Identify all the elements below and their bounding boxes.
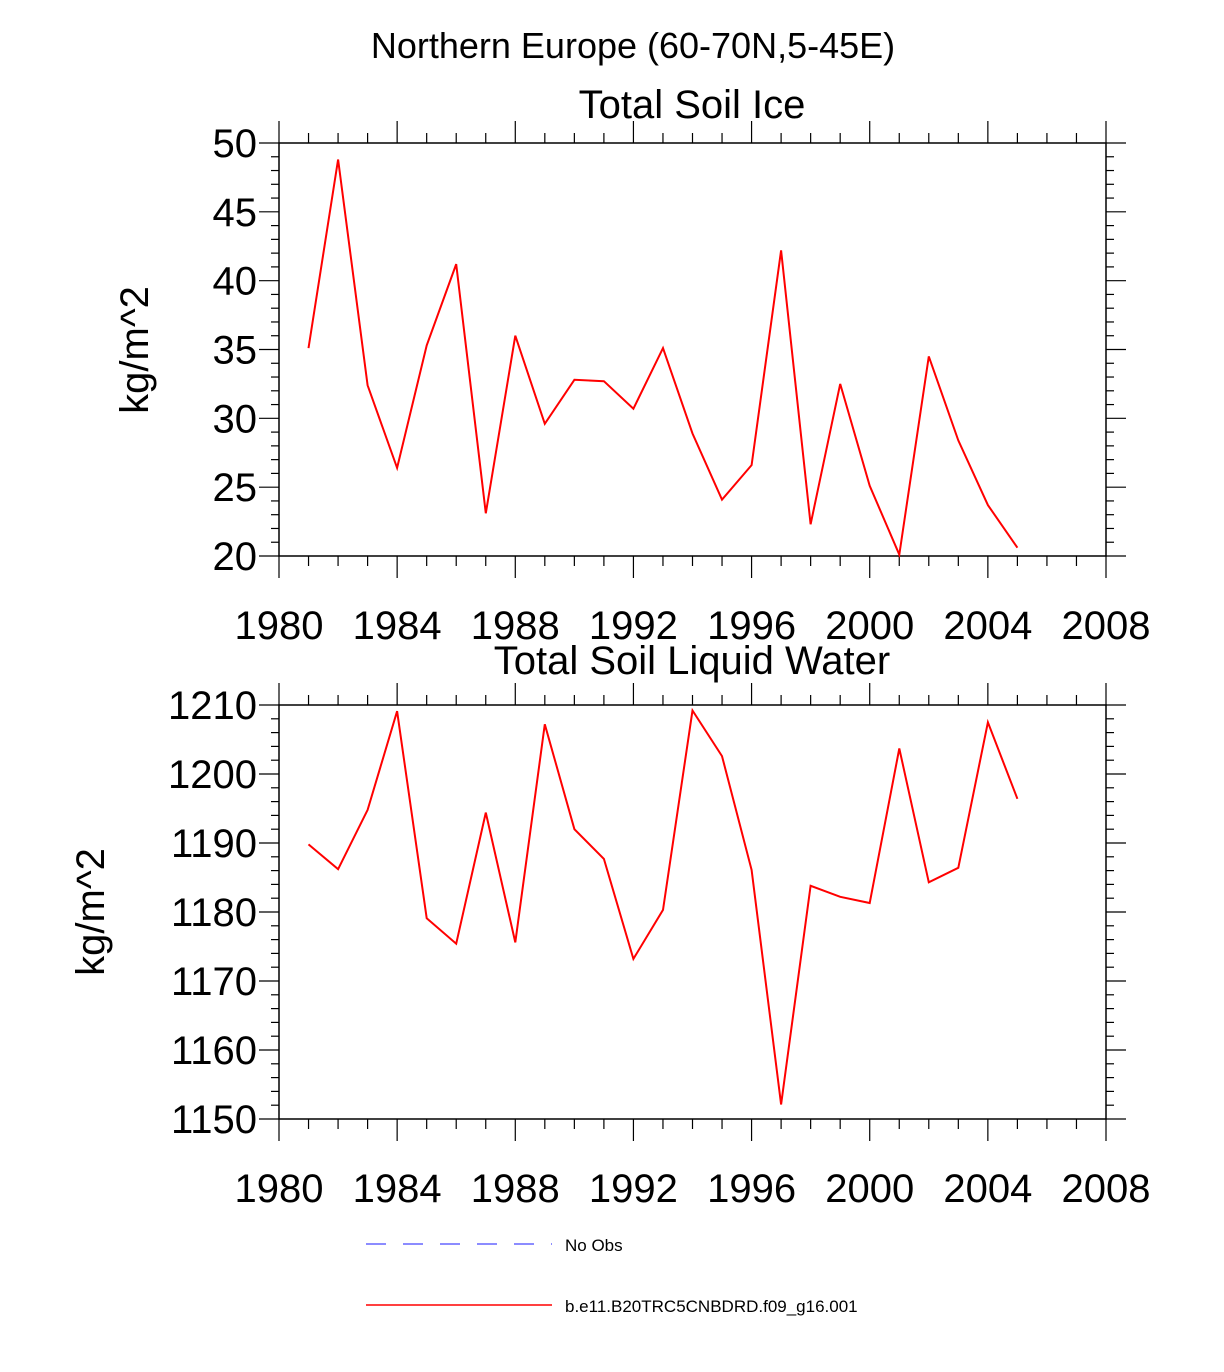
- x-tick-label: 1996: [707, 1167, 796, 1211]
- legend: No Obs b.e11.B20TRC5CNBDRD.f09_g16.001: [366, 1236, 858, 1316]
- y-tick-label: 1160: [171, 1029, 257, 1073]
- x-tick-label: 1980: [235, 604, 324, 648]
- chart-marks: 1980 1984 1988 1992 1996 2000 2004 200820253035…: [213, 121, 1151, 648]
- x-tick-label: 2000: [825, 1167, 914, 1211]
- x-tick-label: 1992: [589, 1167, 678, 1211]
- plot-frame: [279, 705, 1106, 1119]
- y-tick-label: 45: [213, 191, 258, 235]
- y-tick-label: 30: [213, 397, 258, 441]
- y-tick-label: 1170: [171, 960, 257, 1004]
- x-tick-label: 2008: [1062, 1167, 1151, 1211]
- x-tick-label: 2004: [943, 1167, 1032, 1211]
- chart-soil-ice: Total Soil Ice kg/m^2 1980 1984 1988 1992 19…: [113, 83, 1150, 648]
- x-tick-label: 1984: [353, 604, 442, 648]
- chart-title: Total Soil Ice: [579, 83, 806, 127]
- figure: Northern Europe (60-70N,5-45E) Total Soi…: [0, 0, 1224, 1372]
- series-line: [309, 711, 1018, 1105]
- x-tick-label: 1980: [235, 1167, 324, 1211]
- y-axis-label: kg/m^2: [113, 286, 157, 414]
- x-tick-label: 2004: [943, 604, 1032, 648]
- y-tick-label: 1150: [171, 1098, 257, 1142]
- y-tick-label: 25: [213, 466, 258, 510]
- y-tick-label: 1190: [171, 822, 257, 866]
- y-tick-label: 35: [213, 329, 258, 373]
- x-tick-label: 1988: [471, 1167, 560, 1211]
- y-tick-label: 20: [213, 535, 258, 579]
- legend-label-no-obs: No Obs: [565, 1236, 623, 1255]
- chart-title: Total Soil Liquid Water: [494, 639, 890, 683]
- chart-soil-liquid-water: Total Soil Liquid Water kg/m^2 1980 1984 1…: [69, 639, 1150, 1211]
- chart-marks: 1980 1984 1988 1992 1996 2000 2004 2008 1150 1160…: [168, 683, 1150, 1211]
- legend-label-model: b.e11.B20TRC5CNBDRD.f09_g16.001: [565, 1297, 858, 1316]
- y-tick-label: 1180: [171, 891, 257, 935]
- series-line: [309, 160, 1018, 555]
- figure-title: Northern Europe (60-70N,5-45E): [371, 25, 895, 66]
- y-tick-label: 40: [213, 260, 258, 304]
- y-axis-label: kg/m^2: [69, 848, 113, 976]
- y-tick-label: 1210: [168, 684, 257, 728]
- y-tick-label: 50: [213, 122, 258, 166]
- x-tick-label: 2008: [1062, 604, 1151, 648]
- y-tick-label: 1200: [168, 753, 257, 797]
- x-tick-label: 1984: [353, 1167, 442, 1211]
